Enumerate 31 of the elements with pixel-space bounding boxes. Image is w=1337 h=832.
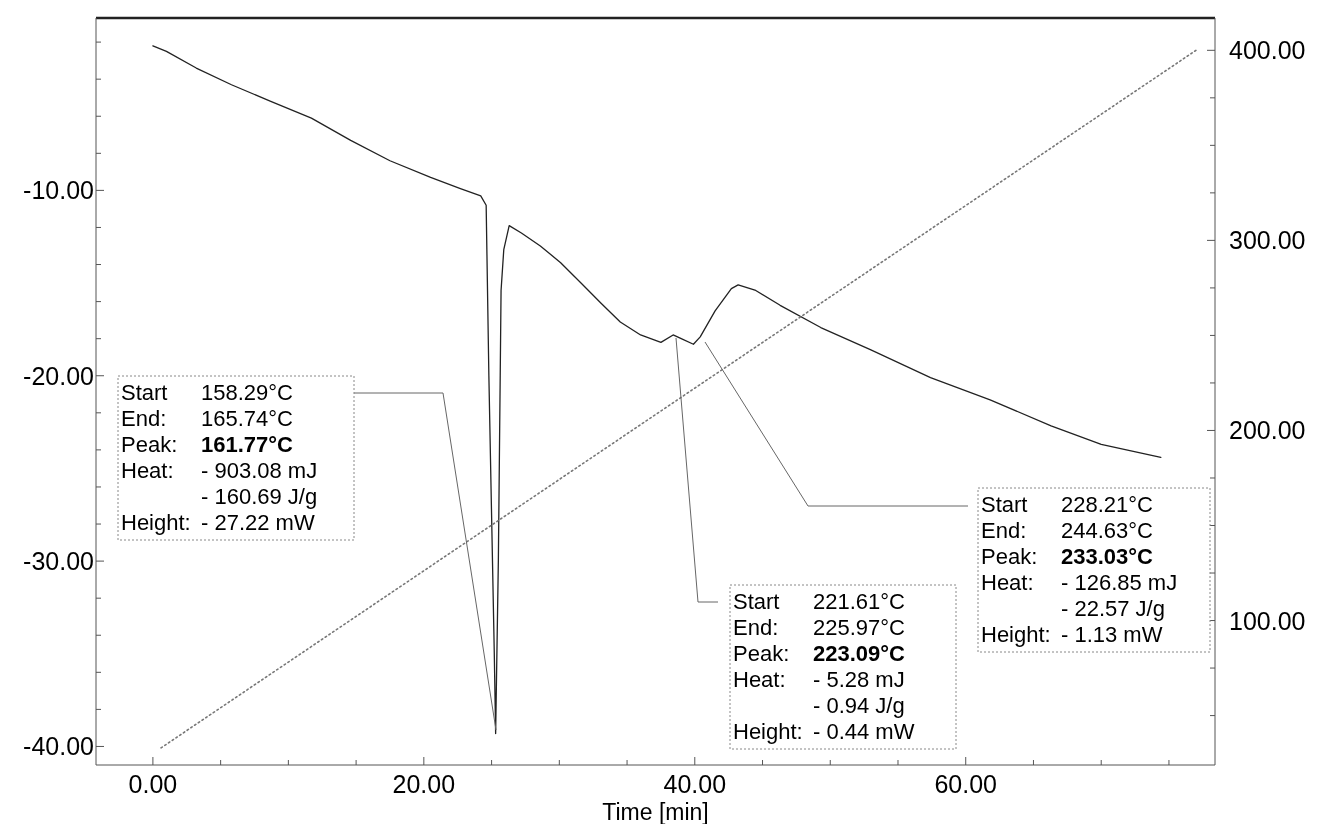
annotation: - 0.94 J/g xyxy=(813,693,905,718)
text: Start 221.61°C xyxy=(733,589,905,614)
text: Heat: - 126.85 mJ xyxy=(981,570,1178,595)
y-tick-label: -10.00 xyxy=(23,176,94,205)
x-axis-title: Time [min] xyxy=(602,799,709,825)
annotation: - 160.69 J/g xyxy=(201,484,318,509)
y2-tick-label: 400.00 xyxy=(1229,36,1306,65)
y-tick-label: -20.00 xyxy=(23,361,94,390)
y2-tick-label: 200.00 xyxy=(1229,416,1306,445)
text: Heat: - 5.28 mJ xyxy=(733,667,905,692)
text: Heat: - 903.08 mJ xyxy=(121,458,318,483)
y2-tick-label: 300.00 xyxy=(1229,226,1306,255)
x-tick-label: 20.00 xyxy=(392,770,456,798)
y-tick-label: -30.00 xyxy=(23,547,94,576)
text: End: 225.97°C xyxy=(733,615,905,640)
text: Start 228.21°C xyxy=(981,492,1153,517)
annotation: Peak: 161.77°C xyxy=(121,432,294,457)
annotation: Height: - 0.44 mW xyxy=(733,719,915,744)
text: End: 165.74°C xyxy=(121,406,293,431)
annotation: Height: - 1.13 mW xyxy=(981,622,1163,647)
annotation: - 22.57 J/g xyxy=(1061,596,1165,621)
x-tick-label: 40.00 xyxy=(663,770,727,798)
annotation: Peak: 223.09°C xyxy=(733,641,906,666)
text: Start 158.29°C xyxy=(121,380,293,405)
text: End: 244.63°C xyxy=(981,518,1153,543)
annotation: Peak: 233.03°C xyxy=(981,544,1154,569)
x-tick-label: 0.00 xyxy=(128,770,178,798)
y2-tick-label: 100.00 xyxy=(1229,606,1306,635)
x-tick-label: 60.00 xyxy=(934,770,998,798)
annotation: Height: - 27.22 mW xyxy=(121,510,315,535)
y-tick-label: -40.00 xyxy=(23,732,94,761)
